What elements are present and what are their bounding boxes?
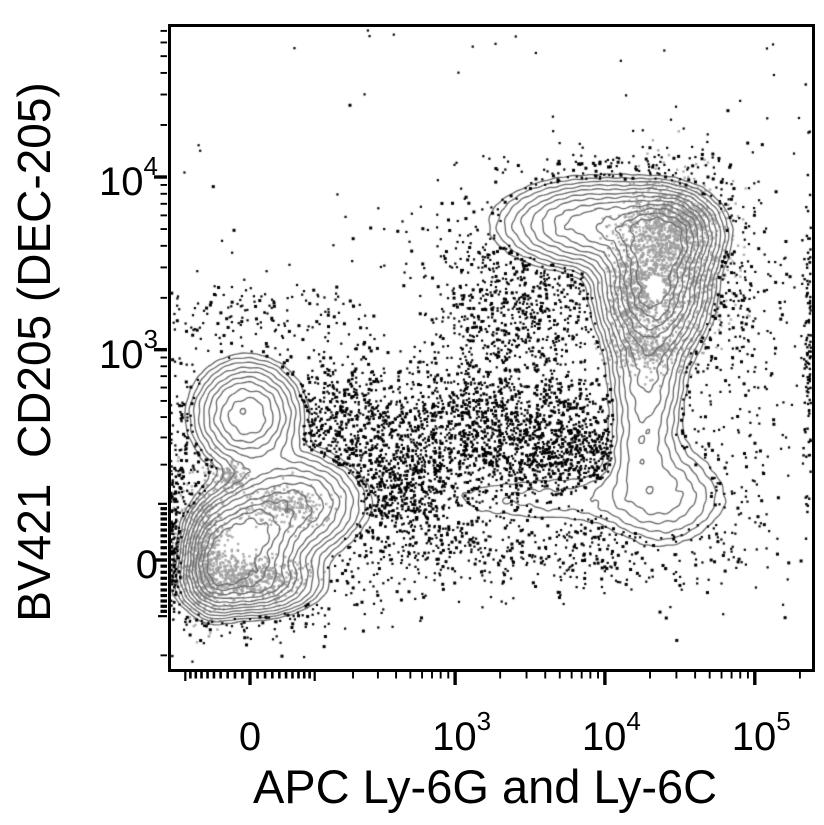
plot-frame <box>168 24 815 672</box>
x-tick-label-10^3: 103 <box>432 706 492 759</box>
y-tick-label-10^4: 104 <box>99 151 158 205</box>
x-axis-label: APC Ly-6G and Ly-6C <box>252 760 718 813</box>
x-axis-ticks <box>184 672 801 685</box>
y-axis-ticks <box>154 29 167 657</box>
y-tick-label-10^3: 103 <box>99 323 158 377</box>
x-tick-label-10^5: 105 <box>731 706 791 759</box>
y-tick-label-0: 0 <box>135 543 158 587</box>
x-tick-label-10^4: 104 <box>581 706 641 759</box>
x-tick-label-0: 0 <box>238 715 262 759</box>
y-axis-label: BV421 CD205 (DEC-205) <box>8 82 60 622</box>
